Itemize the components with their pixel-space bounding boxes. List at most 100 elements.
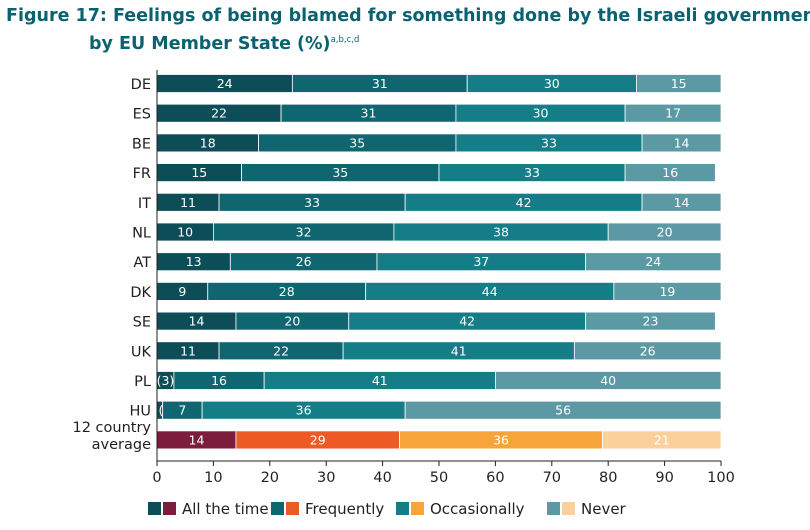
- bar-value-label: 24: [645, 254, 661, 269]
- bar-value-label: 22: [273, 343, 289, 358]
- bar-segment: [494, 371, 722, 390]
- bar-value-label: 14: [674, 195, 690, 210]
- bar-value-label: 24: [217, 76, 233, 91]
- legend-label: All the time: [182, 500, 269, 518]
- bar-value-label: 13: [186, 254, 202, 269]
- bar-value-label: 7: [178, 403, 186, 418]
- category-label: PL: [134, 374, 151, 390]
- category-label: DE: [131, 77, 151, 93]
- bar-value-label: 42: [459, 314, 475, 329]
- bar-value-label: 16: [211, 373, 227, 388]
- bar-value-label: 33: [541, 135, 557, 150]
- bar-value-label: 11: [180, 195, 196, 210]
- legend-swatch-average: [286, 502, 299, 515]
- bar-value-label: 15: [191, 165, 207, 180]
- x-tick-label: 70: [543, 470, 561, 486]
- legend-label: Frequently: [305, 500, 384, 518]
- x-tick-label: 50: [430, 470, 448, 486]
- bar-value-label: 29: [310, 432, 326, 447]
- bar-segment: [607, 222, 722, 242]
- category-label: FR: [133, 166, 151, 182]
- legend-swatch-average: [163, 502, 176, 515]
- x-tick-label: 20: [261, 470, 279, 486]
- x-tick-label: 40: [373, 470, 391, 486]
- x-tick-label: 60: [486, 470, 504, 486]
- bar-value-label: 31: [372, 76, 388, 91]
- bar-segment: [602, 430, 722, 450]
- bar-value-label: 18: [200, 135, 216, 150]
- bar-value-label: 14: [674, 135, 690, 150]
- bar-segment: [641, 133, 722, 153]
- bar-value-label: 28: [279, 284, 295, 299]
- bar-value-label: 20: [657, 225, 673, 240]
- bar-value-label: 31: [361, 106, 377, 121]
- x-tick-label: 80: [599, 470, 617, 486]
- bar-value-label: (3): [157, 373, 175, 388]
- bar-value-label: 33: [524, 165, 540, 180]
- category-label: IT: [138, 196, 151, 212]
- chart-title-notes: a,b,c,d: [330, 35, 360, 45]
- category-label: DK: [130, 285, 151, 301]
- bar-value-label: 30: [533, 106, 549, 121]
- category-label: SE: [133, 315, 151, 331]
- bar-segment: [573, 341, 722, 361]
- bar-value-label: 56: [555, 403, 571, 418]
- bar-segment: [641, 192, 722, 212]
- x-tick-label: 100: [707, 470, 735, 486]
- bar-value-label: 32: [296, 225, 312, 240]
- category-label: HU: [129, 404, 151, 420]
- legend-swatch-country: [148, 502, 161, 515]
- bars-group: 24 31 30 15 22 31 30 17 18 35 33 14 15 35 33 16 11 33 42 14…: [156, 74, 722, 450]
- category-label: BE: [132, 136, 151, 152]
- bar-value-label: 35: [349, 135, 365, 150]
- bar-value-label: 20: [284, 314, 300, 329]
- bar-value-label: 14: [189, 314, 205, 329]
- bar-value-label: 36: [296, 403, 312, 418]
- bar-segment: [613, 281, 722, 301]
- bar-value-label: 40: [600, 373, 616, 388]
- bar-value-label: 41: [451, 343, 467, 358]
- category-label: UK: [131, 344, 152, 360]
- legend-swatch-country: [271, 502, 284, 515]
- x-tick-label: 10: [204, 470, 222, 486]
- bar-value-label: 19: [659, 284, 675, 299]
- bar-value-label: 33: [304, 195, 320, 210]
- bar-value-label: 35: [332, 165, 348, 180]
- bar-value-label: 21: [654, 432, 670, 447]
- x-tick-label: 90: [655, 470, 673, 486]
- chart-title-line-2: by EU Member State (%)a,b,c,d: [6, 28, 796, 56]
- bar-value-label: 22: [211, 106, 227, 121]
- chart-title-text: by EU Member State (%): [89, 33, 331, 54]
- legend: All the time Frequently Occasionally Never: [148, 500, 627, 518]
- x-tick-label: 30: [317, 470, 335, 486]
- legend-swatch-country: [396, 502, 409, 515]
- bar-value-label: 14: [189, 432, 205, 447]
- bar-value-label: 38: [493, 225, 509, 240]
- category-label: ES: [133, 107, 151, 123]
- category-label: 12 country average: [72, 420, 151, 453]
- bar-value-label: 44: [482, 284, 498, 299]
- x-axis: 0 10 20 30 40 50 60 70 80 90 100: [152, 70, 735, 486]
- chart-title: Figure 17: Feelings of being blamed for …: [6, 4, 810, 56]
- category-label: NL: [132, 226, 151, 242]
- bar-value-label: 15: [671, 76, 687, 91]
- legend-swatch-average: [411, 502, 424, 515]
- legend-swatch-country: [547, 502, 560, 515]
- bar-segment: [636, 74, 722, 93]
- bar-segment: [624, 103, 722, 123]
- bar-value-label: 37: [473, 254, 489, 269]
- bar-value-label: 41: [372, 373, 388, 388]
- legend-swatch-average: [562, 502, 575, 515]
- bar-segment: [585, 252, 722, 272]
- bar-value-label: 26: [640, 343, 656, 358]
- bar-value-label: 10: [177, 225, 193, 240]
- bar-value-label: 23: [643, 314, 659, 329]
- bar-value-label: 17: [665, 106, 681, 121]
- bar-value-label: 36: [493, 432, 509, 447]
- bar-value-label: 30: [544, 76, 560, 91]
- bar-segment: [624, 163, 716, 183]
- bar-value-label: 26: [296, 254, 312, 269]
- bar-value-label: 9: [178, 284, 186, 299]
